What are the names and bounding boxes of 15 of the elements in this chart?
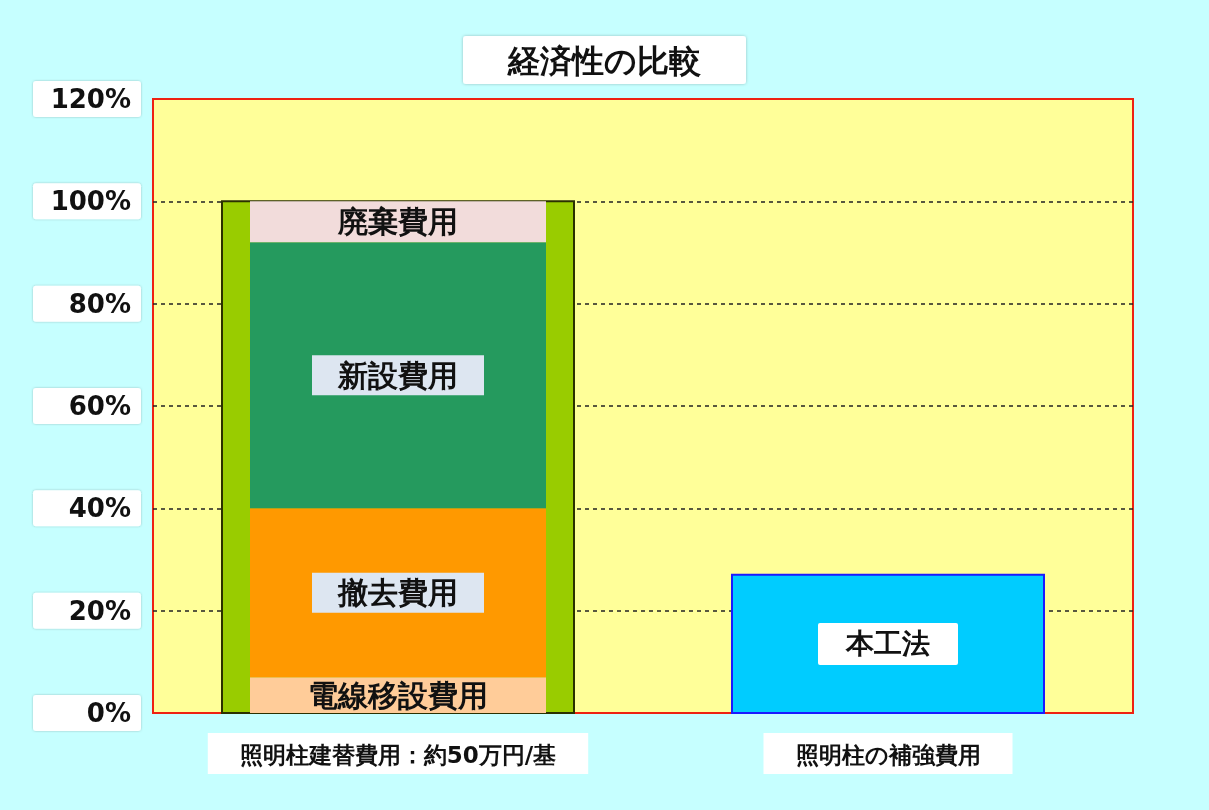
series-label: 撤去費用 bbox=[337, 575, 458, 611]
x-tick-label: 照明柱の補強費用 bbox=[795, 741, 981, 768]
y-tick-label: 80% bbox=[68, 288, 131, 319]
y-tick-label: 60% bbox=[68, 391, 131, 421]
y-tick-label: 0% bbox=[86, 698, 131, 728]
y-tick-label: 40% bbox=[68, 493, 131, 524]
series-label: 本工法 bbox=[845, 627, 930, 661]
y-tick-label: 120% bbox=[50, 84, 131, 114]
series-label: 廃棄費用 bbox=[337, 204, 458, 240]
y-tick-label: 20% bbox=[68, 595, 131, 626]
series-label: 新設費用 bbox=[337, 357, 458, 393]
x-tick-label: 照明柱建替費用：約50万円/基 bbox=[239, 741, 557, 768]
series-label: 電線移設費用 bbox=[308, 677, 488, 713]
chart-title: 経済性の比較 bbox=[507, 42, 701, 80]
y-tick-label: 100% bbox=[50, 186, 131, 217]
